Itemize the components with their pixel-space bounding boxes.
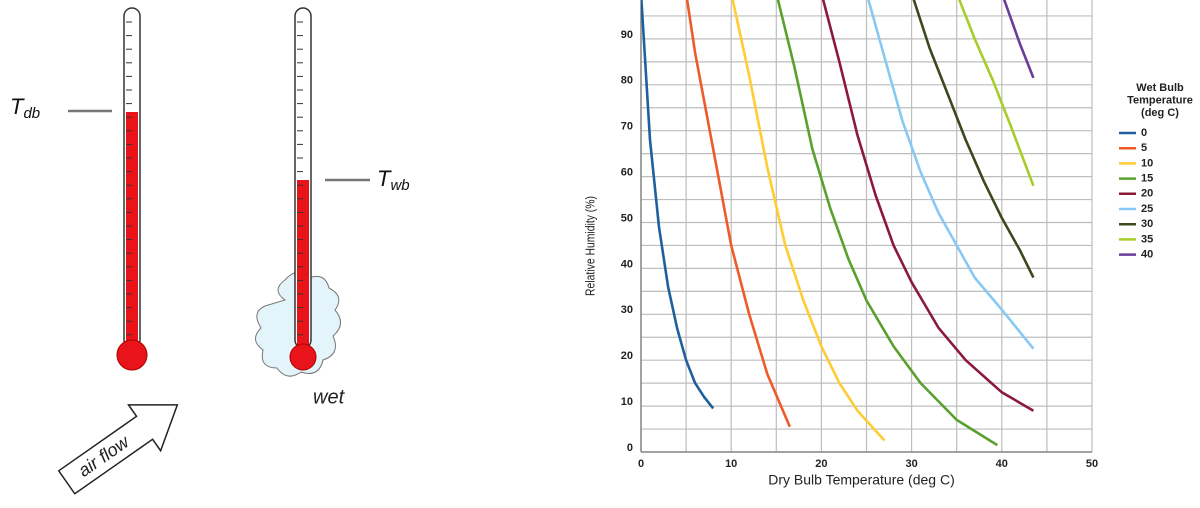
series-line bbox=[641, 0, 715, 410]
y-tick-label: 0 bbox=[627, 442, 633, 454]
series-line bbox=[685, 0, 791, 428]
y-tick-label: 50 bbox=[621, 212, 633, 224]
series-line bbox=[867, 0, 1035, 350]
arrow-shape bbox=[57, 404, 179, 495]
y-axis-label: Relative Humidity (%) bbox=[583, 196, 597, 296]
airflow-arrow: air flow bbox=[57, 404, 179, 495]
x-tick-label: 0 bbox=[638, 458, 644, 470]
legend-label: 10 bbox=[1141, 157, 1153, 169]
legend-label: 0 bbox=[1141, 127, 1147, 139]
legend-label: 15 bbox=[1141, 173, 1153, 185]
y-tick-label: 60 bbox=[621, 167, 633, 179]
series-line bbox=[912, 0, 1035, 279]
series-line bbox=[958, 0, 1035, 187]
y-tick-label: 40 bbox=[621, 258, 633, 270]
x-tick-label: 10 bbox=[725, 458, 737, 470]
legend-label: 20 bbox=[1141, 188, 1153, 200]
symbol: T bbox=[377, 166, 392, 191]
plot-area bbox=[641, 0, 1035, 447]
series-line bbox=[776, 0, 998, 447]
mercury bbox=[126, 112, 138, 350]
mercury bbox=[297, 180, 309, 350]
legend-title: Wet Bulb bbox=[1136, 82, 1184, 94]
y-tick-label: 20 bbox=[621, 350, 633, 362]
y-tick-label: 10 bbox=[621, 396, 633, 408]
legend-label: 25 bbox=[1141, 203, 1153, 215]
legend-label: 40 bbox=[1141, 249, 1153, 261]
series-line bbox=[821, 0, 1035, 412]
thermometer-bulb bbox=[116, 339, 148, 371]
legend-label: 5 bbox=[1141, 142, 1147, 154]
y-tick-label: 90 bbox=[621, 29, 633, 41]
thermometer-scale bbox=[126, 21, 303, 336]
series-line bbox=[731, 0, 886, 442]
y-tick-label: 80 bbox=[621, 75, 633, 87]
diagram: Tdb Twb wet air flow bbox=[10, 7, 410, 495]
x-tick-label: 20 bbox=[815, 458, 827, 470]
x-tick-label: 40 bbox=[996, 458, 1008, 470]
wet-bulb-label: Twb bbox=[377, 166, 410, 194]
dry-bulb-label: Tdb bbox=[10, 94, 40, 122]
y-tick-label: 70 bbox=[621, 121, 633, 133]
symbol: T bbox=[10, 94, 25, 119]
x-tick-label: 50 bbox=[1086, 458, 1098, 470]
series-line bbox=[1002, 0, 1035, 79]
y-tick-label: 30 bbox=[621, 304, 633, 316]
legend-label: 30 bbox=[1141, 218, 1153, 230]
x-axis-label: Dry Bulb Temperature (deg C) bbox=[768, 472, 954, 488]
wet-label: wet bbox=[313, 386, 346, 408]
legend-title: (deg C) bbox=[1141, 107, 1179, 119]
x-tick-label: 30 bbox=[905, 458, 917, 470]
legend-label: 35 bbox=[1141, 233, 1153, 245]
subscript: db bbox=[23, 105, 40, 122]
thermometer-bulb bbox=[289, 343, 317, 371]
legend-title: Temperature bbox=[1127, 94, 1193, 106]
subscript: wb bbox=[390, 177, 409, 194]
